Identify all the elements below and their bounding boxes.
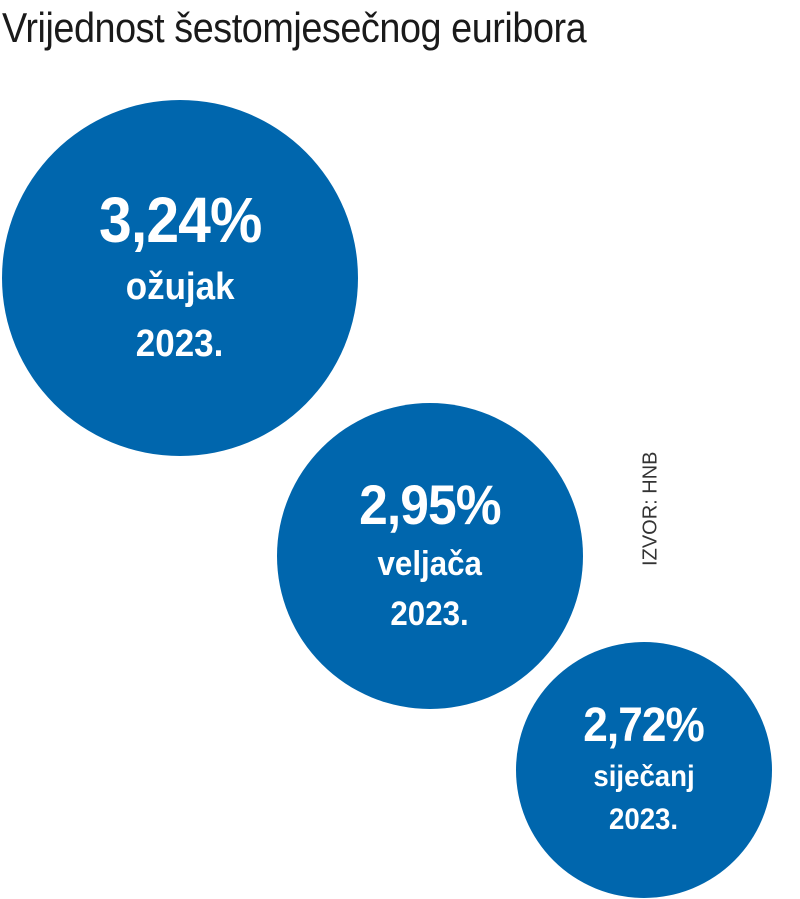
bubble-month-label: veljača: [377, 544, 483, 583]
bubble-march: 3,24% ožujak 2023.: [2, 100, 358, 456]
chart-title: Vrijednost šestomjesečnog euribora: [2, 4, 587, 51]
bubble-year-label: 2023.: [609, 803, 679, 836]
bubble-value-label: 2,95%: [359, 472, 501, 536]
bubble-january: 2,72% siječanj 2023.: [516, 642, 772, 898]
bubble-year-label: 2023.: [390, 595, 470, 633]
bubble-year-label: 2023.: [136, 323, 224, 365]
bubble-february: 2,95% veljača 2023.: [277, 403, 583, 709]
source-note: IZVOR: HNB: [639, 451, 662, 566]
bubble-value-label: 3,24%: [98, 183, 262, 256]
bubble-month-label: siječanj: [593, 759, 695, 793]
bubble-month-label: ožujak: [125, 265, 235, 308]
bubble-value-label: 2,72%: [583, 698, 706, 752]
